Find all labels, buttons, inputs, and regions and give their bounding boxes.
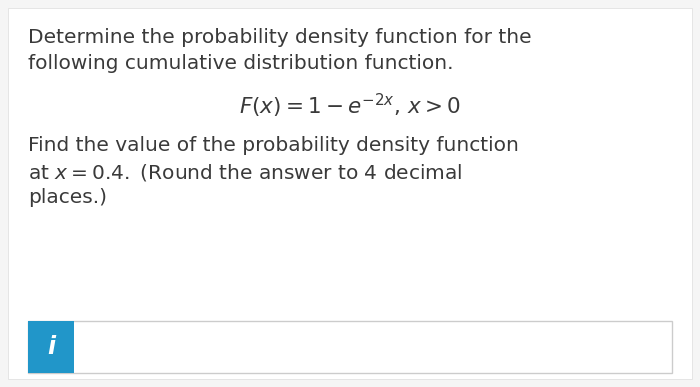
Text: Determine the probability density function for the: Determine the probability density functi…: [28, 28, 531, 47]
Text: i: i: [47, 335, 55, 359]
FancyBboxPatch shape: [8, 8, 692, 379]
FancyBboxPatch shape: [28, 321, 672, 373]
Text: Find the value of the probability density function: Find the value of the probability densit…: [28, 136, 519, 155]
Text: following cumulative distribution function.: following cumulative distribution functi…: [28, 54, 454, 73]
Text: $F(x) = 1 - e^{-2x},\,x > 0$: $F(x) = 1 - e^{-2x},\,x > 0$: [239, 92, 461, 120]
Text: at $x = 0.4.$ (Round the answer to 4 decimal: at $x = 0.4.$ (Round the answer to 4 dec…: [28, 162, 463, 183]
FancyBboxPatch shape: [28, 321, 74, 373]
Text: places.): places.): [28, 188, 107, 207]
